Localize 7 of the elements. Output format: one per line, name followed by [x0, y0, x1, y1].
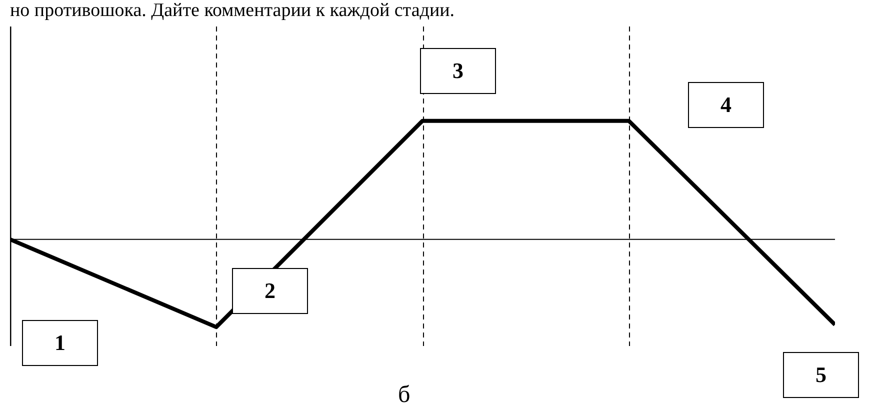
text: 4 — [688, 82, 764, 128]
text: б — [398, 382, 410, 409]
text: 1 — [22, 320, 98, 366]
chart-title: но противошока. Дайте комментарии к каждой стадии. — [10, 0, 455, 22]
text: 3 — [420, 48, 496, 94]
annotation: 2 — [232, 268, 308, 314]
text: 5 — [783, 352, 859, 398]
